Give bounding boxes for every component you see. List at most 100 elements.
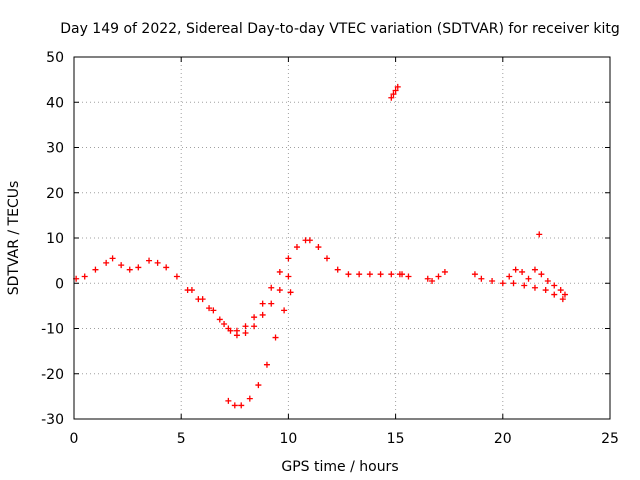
series: [388, 83, 401, 101]
data-point: [559, 296, 566, 303]
y-tick-label: 20: [46, 186, 64, 202]
x-tick-label: 15: [387, 431, 405, 447]
x-tick-label: 5: [177, 431, 186, 447]
data-point: [441, 268, 448, 275]
grid: [74, 57, 610, 419]
data-point: [103, 259, 110, 266]
data-point: [366, 271, 373, 278]
data-point: [199, 296, 206, 303]
data-point: [259, 300, 266, 307]
data-point: [135, 264, 142, 271]
y-tick-label: -10: [41, 322, 64, 338]
data-point: [293, 244, 300, 251]
data-point: [323, 255, 330, 262]
data-point: [233, 332, 240, 339]
data-point: [561, 291, 568, 298]
x-tick-label: 10: [279, 431, 297, 447]
data-point: [489, 277, 496, 284]
data-point: [315, 244, 322, 251]
data-point: [210, 307, 217, 314]
data-point: [188, 287, 195, 294]
y-axis-label: SDTVAR / TECUs: [6, 181, 22, 296]
data-point: [542, 287, 549, 294]
data-point: [216, 316, 223, 323]
data-point: [510, 280, 517, 287]
data-point: [334, 266, 341, 273]
data-point: [281, 307, 288, 314]
y-tick-label: -20: [41, 367, 64, 383]
data-point: [531, 266, 538, 273]
data-point: [251, 323, 258, 330]
data-point: [506, 273, 513, 280]
data-point: [242, 323, 249, 330]
data-point: [221, 320, 228, 327]
data-point: [259, 311, 266, 318]
data-point: [227, 327, 234, 334]
data-point: [435, 273, 442, 280]
data-point: [154, 259, 161, 266]
data-point: [499, 280, 506, 287]
data-point: [536, 231, 543, 238]
data-point: [206, 305, 213, 312]
data-point: [429, 277, 436, 284]
data-point: [512, 266, 519, 273]
y-axis-ticks: -30 -20 -10 0 10 20 30 40 50: [41, 50, 610, 428]
data-point: [306, 237, 313, 244]
data-point: [225, 397, 232, 404]
y-tick-label: -30: [41, 412, 64, 428]
y-tick-label: 40: [46, 95, 64, 111]
series: [531, 266, 568, 298]
data-point: [551, 282, 558, 289]
data-point: [285, 273, 292, 280]
y-tick-label: 0: [55, 276, 64, 292]
data-point: [399, 271, 406, 278]
data-point: [377, 271, 384, 278]
series: [225, 289, 294, 409]
data-point: [287, 289, 294, 296]
series: [188, 273, 292, 339]
data-point: [268, 284, 275, 291]
data-point: [81, 273, 88, 280]
data-point: [246, 395, 253, 402]
data-point: [163, 264, 170, 271]
data-point: [276, 268, 283, 275]
data-point: [146, 257, 153, 264]
data-point: [521, 282, 528, 289]
data-point: [251, 314, 258, 321]
data-point: [394, 83, 401, 90]
data-point: [118, 262, 125, 269]
data-point: [263, 361, 270, 368]
data-point: [173, 273, 180, 280]
data-point: [471, 271, 478, 278]
data-point: [525, 275, 532, 282]
data-point: [345, 271, 352, 278]
plot-points: [73, 83, 568, 409]
data-point: [478, 275, 485, 282]
x-axis-label: GPS time / hours: [281, 459, 398, 475]
data-point: [388, 271, 395, 278]
data-point: [255, 382, 262, 389]
data-point: [405, 273, 412, 280]
data-point: [242, 330, 249, 337]
data-point: [544, 277, 551, 284]
data-point: [551, 291, 558, 298]
data-point: [557, 287, 564, 294]
x-tick-label: 0: [70, 431, 79, 447]
data-point: [272, 334, 279, 341]
data-point: [268, 300, 275, 307]
data-point: [531, 284, 538, 291]
data-point: [231, 402, 238, 409]
data-point: [538, 271, 545, 278]
series: [471, 271, 566, 303]
y-tick-label: 50: [46, 50, 64, 66]
y-tick-label: 10: [46, 231, 64, 247]
data-point: [276, 287, 283, 294]
chart-title: Day 149 of 2022, Sidereal Day-to-day VTE…: [60, 21, 620, 37]
data-point: [519, 268, 526, 275]
data-point: [238, 402, 245, 409]
data-point: [126, 266, 133, 273]
y-tick-label: 30: [46, 141, 64, 157]
series: [506, 266, 532, 282]
